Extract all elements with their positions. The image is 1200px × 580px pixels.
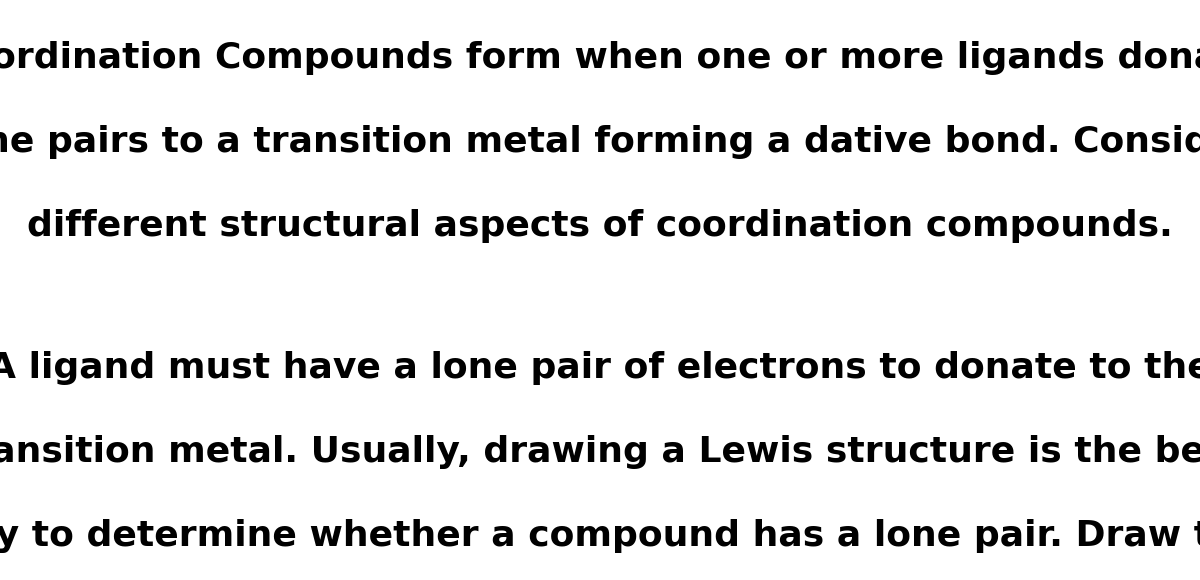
Text: lone pairs to a transition metal forming a dative bond. Consider: lone pairs to a transition metal forming… <box>0 125 1200 159</box>
Text: different structural aspects of coordination compounds.: different structural aspects of coordina… <box>28 209 1172 243</box>
Text: Coordination Compounds form when one or more ligands donate: Coordination Compounds form when one or … <box>0 41 1200 75</box>
Text: transition metal. Usually, drawing a Lewis structure is the best: transition metal. Usually, drawing a Lew… <box>0 435 1200 469</box>
Text: way to determine whether a compound has a lone pair. Draw the: way to determine whether a compound has … <box>0 519 1200 553</box>
Text: A ligand must have a lone pair of electrons to donate to the: A ligand must have a lone pair of electr… <box>0 351 1200 385</box>
